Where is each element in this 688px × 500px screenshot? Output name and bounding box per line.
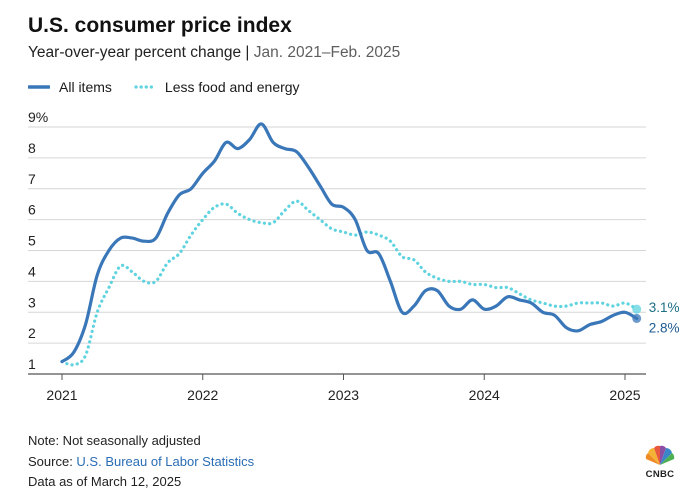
source-prefix: Source: xyxy=(28,454,77,469)
x-tick-label: 2024 xyxy=(469,387,500,403)
x-tick-label: 2021 xyxy=(46,387,77,403)
x-tick-label: 2023 xyxy=(328,387,359,403)
end-label-all-items: 2.8% xyxy=(649,320,680,335)
cpi-line-chart: 9% 8 7 6 5 4 3 2 1 2021 2022 2023 2024 2025 3.1% 2.8% xyxy=(28,109,680,403)
legend-label-core: Less food and energy xyxy=(164,79,300,95)
end-marker-less-food-and-energy xyxy=(632,304,642,314)
chart-subtitle: Year-over-year percent change | Jan. 202… xyxy=(28,44,400,62)
chart-legend: All items Less food and energy xyxy=(28,79,322,95)
subtitle-separator: | xyxy=(241,44,254,61)
footer-source: Source: U.S. Bureau of Labor Statistics xyxy=(28,454,254,469)
legend-swatch-dotted xyxy=(134,85,156,89)
legend-item-core: Less food and energy xyxy=(134,79,300,95)
end-label-less-food-and-energy: 3.1% xyxy=(649,300,680,315)
y-tick-label: 7 xyxy=(28,171,36,187)
legend-item-all-items: All items xyxy=(28,79,112,95)
y-tick-label: 4 xyxy=(28,263,36,279)
y-tick-label: 5 xyxy=(28,233,36,249)
footer-as-of: Data as of March 12, 2025 xyxy=(28,474,182,489)
y-tick-label: 6 xyxy=(28,202,36,218)
legend-swatch-solid xyxy=(28,85,50,89)
series-line-less-food-and-energy xyxy=(60,199,639,367)
x-tick-label: 2025 xyxy=(609,387,640,403)
subtitle-main: Year-over-year percent change xyxy=(28,44,242,61)
chart-title: U.S. consumer price index xyxy=(28,14,292,37)
footer-note: Note: Not seasonally adjusted xyxy=(28,433,201,448)
end-marker-all-items xyxy=(632,313,642,323)
legend-label-all-items: All items xyxy=(59,79,112,95)
y-tick-label: 1 xyxy=(28,356,36,372)
y-tick-label: 2 xyxy=(28,325,36,341)
y-tick-label: 8 xyxy=(28,140,36,156)
logo-text: CNBC xyxy=(645,469,675,480)
x-tick-label: 2022 xyxy=(187,387,218,403)
subtitle-period: Jan. 2021–Feb. 2025 xyxy=(253,44,401,61)
source-link[interactable]: U.S. Bureau of Labor Statistics xyxy=(76,454,255,469)
y-tick-label: 3 xyxy=(28,294,36,310)
peacock-icon xyxy=(645,445,675,465)
series-line-all-items xyxy=(60,122,639,364)
cnbc-logo: CNBC xyxy=(640,444,680,480)
y-tick-label: 9% xyxy=(28,109,48,125)
